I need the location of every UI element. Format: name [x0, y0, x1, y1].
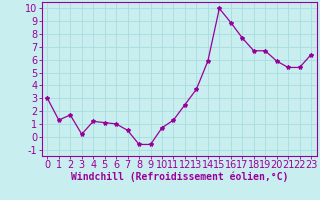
- X-axis label: Windchill (Refroidissement éolien,°C): Windchill (Refroidissement éolien,°C): [70, 172, 288, 182]
